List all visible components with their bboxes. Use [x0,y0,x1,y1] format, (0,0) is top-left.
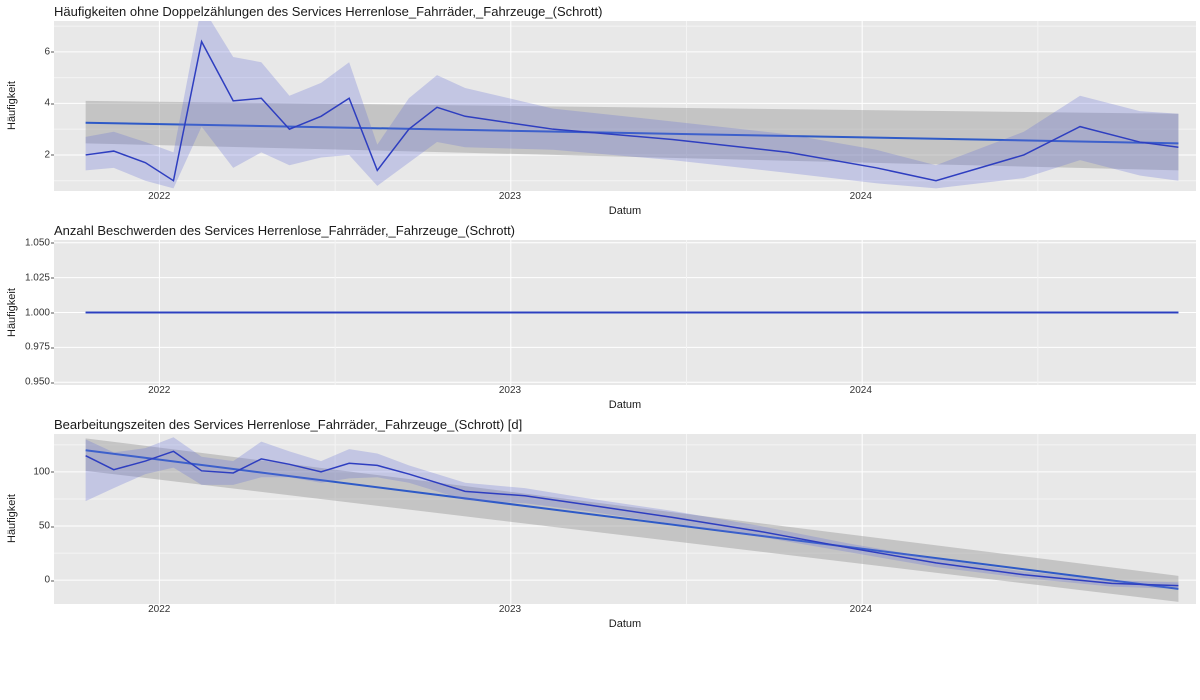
y-axis-label: Häufigkeit [4,21,20,191]
y-tick: 0 [44,575,50,586]
y-tick: 50 [39,521,50,532]
x-tick: 2024 [850,191,872,202]
chart2-plot-area [54,240,1196,385]
chart2-title: Anzahl Beschwerden des Services Herrenlo… [54,223,1196,238]
y-axis-label: Häufigkeit [4,240,20,385]
x-tick: 2022 [148,191,170,202]
y-tick: 4 [44,98,50,109]
x-tick: 2022 [148,604,170,615]
chart3: Bearbeitungszeiten des Services Herrenlo… [4,417,1196,630]
x-tick: 2024 [850,604,872,615]
chart3-plot-area [54,434,1196,604]
x-axis-label: Datum [54,205,1196,217]
y-tick: 1.000 [25,307,50,318]
y-tick: 0.950 [25,377,50,388]
chart2: Anzahl Beschwerden des Services Herrenlo… [4,223,1196,411]
y-tick: 2 [44,149,50,160]
x-tick: 2022 [148,385,170,396]
chart1-title: Häufigkeiten ohne Doppelzählungen des Se… [54,4,1196,19]
x-axis: 2022 2023 2024 [54,191,1194,205]
y-axis-label: Häufigkeit [4,434,20,604]
x-tick: 2023 [499,191,521,202]
chart3-title: Bearbeitungszeiten des Services Herrenlo… [54,417,1196,432]
x-tick: 2023 [499,604,521,615]
y-tick: 1.050 [25,237,50,248]
y-tick: 6 [44,46,50,57]
x-axis: 2022 2023 2024 [54,385,1194,399]
y-axis: 0.950 0.975 1.000 1.025 1.050 [20,240,54,385]
y-axis: 2 4 6 [20,21,54,191]
y-tick: 1.025 [25,272,50,283]
y-axis: 0 50 100 [20,434,54,604]
x-axis: 2022 2023 2024 [54,604,1194,618]
x-axis-label: Datum [54,399,1196,411]
chart1-plot-area [54,21,1196,191]
y-tick: 100 [33,466,50,477]
series-confidence-band [86,21,1179,188]
x-tick: 2023 [499,385,521,396]
x-axis-label: Datum [54,618,1196,630]
y-tick: 0.975 [25,342,50,353]
x-tick: 2024 [850,385,872,396]
chart1: Häufigkeiten ohne Doppelzählungen des Se… [4,4,1196,217]
